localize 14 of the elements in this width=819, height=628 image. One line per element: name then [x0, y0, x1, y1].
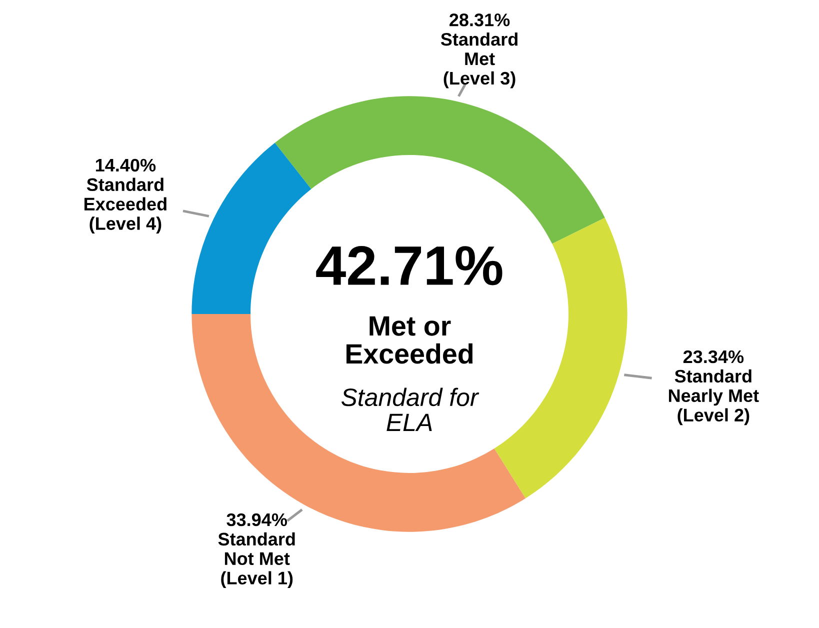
donut-slice — [274, 96, 605, 244]
slice-label: Standard Not Met (Level 1) — [218, 532, 295, 588]
text: Met or Exceeded — [346, 316, 473, 364]
slice-label: Standard Nearly Met (Level 2) — [668, 369, 759, 426]
slice-label: Standard Exceeded (Level 4) — [84, 178, 166, 234]
data-label: 14.40% — [96, 158, 156, 172]
donut-slice — [192, 314, 526, 532]
data-label: 28.31% — [450, 14, 510, 26]
data-label: 23.34% — [683, 350, 744, 364]
data-label: 33.94% — [226, 513, 287, 526]
text: 42.71% — [316, 246, 502, 286]
text: Standard for ELA — [341, 388, 480, 432]
donut-slice — [192, 142, 312, 314]
slice-label: Standard Met (Level 3) — [440, 32, 518, 88]
